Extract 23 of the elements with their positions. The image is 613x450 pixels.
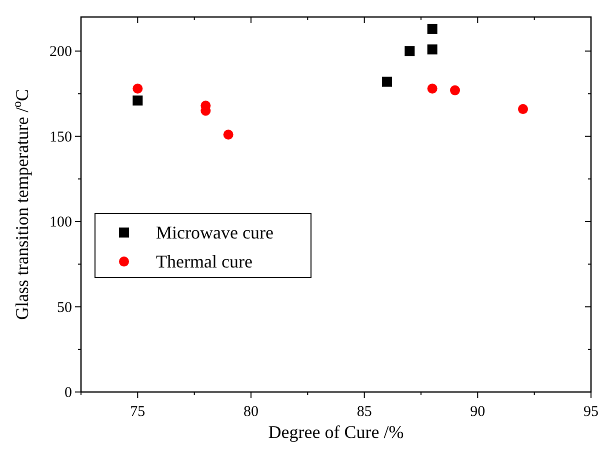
- x-axis-title: Degree of Cure /%: [268, 422, 404, 442]
- x-tick-label: 80: [244, 404, 258, 420]
- y-tick-label: 50: [57, 300, 72, 316]
- x-tick-label: 75: [130, 404, 146, 420]
- point: [427, 84, 438, 94]
- y-tick-label: 150: [50, 129, 72, 146]
- point: [132, 84, 143, 94]
- point: [427, 24, 438, 34]
- point: [404, 46, 415, 56]
- x-tick-label: 85: [356, 404, 372, 420]
- point: [518, 104, 528, 114]
- y-tick-label: 0: [64, 385, 72, 401]
- y-tick-label: 100: [50, 214, 72, 231]
- point: [450, 85, 460, 96]
- x-tick-label: 90: [470, 404, 486, 420]
- point: [223, 130, 234, 140]
- point: [427, 44, 438, 54]
- point: [132, 96, 143, 106]
- legend-label: Microwave cure: [156, 222, 274, 243]
- y-tick-label: 200: [50, 44, 72, 60]
- point: [382, 76, 392, 87]
- x-tick-label: 95: [584, 404, 598, 420]
- legend-label: Thermal cure: [156, 252, 252, 272]
